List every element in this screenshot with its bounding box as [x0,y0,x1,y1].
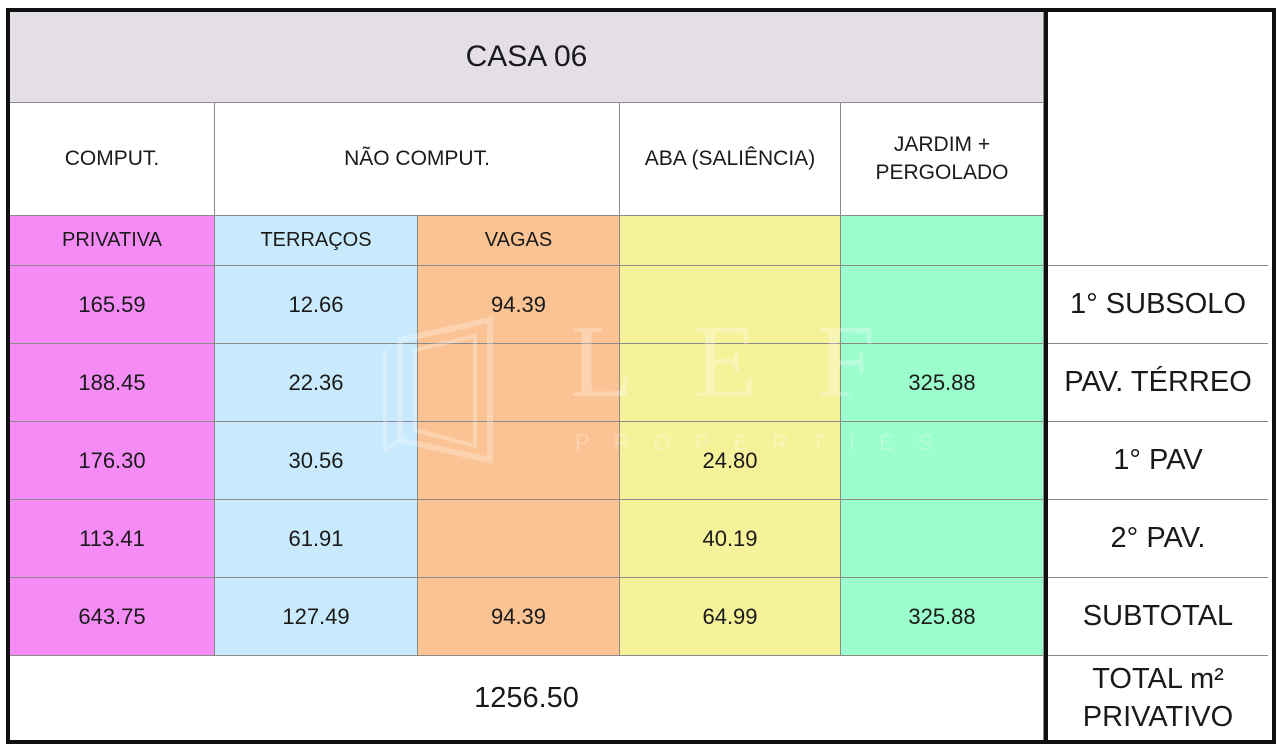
subheader-vagas: VAGAS [418,216,620,266]
total-label: TOTAL m² PRIVATIVO [1048,656,1268,740]
header-jardim-line1: JARDIM + [893,133,991,156]
table-cell: 188.45 [10,344,215,422]
table-cell [418,344,620,422]
total-label-line2: PRIVATIVO [1082,701,1234,733]
table-cell [418,422,620,500]
table-title: CASA 06 [10,12,1044,103]
table-cell: 61.91 [215,500,418,578]
row-label: 1° SUBSOLO [1048,266,1268,344]
header-nao-comput: NÃO COMPUT. [215,103,620,216]
row-label: PAV. TÉRREO [1048,344,1268,422]
total-value: 1256.50 [10,656,1044,740]
table-cell: 94.39 [418,266,620,344]
table-cell: 22.36 [215,344,418,422]
total-label-line1: TOTAL m² [1092,663,1224,695]
subtotal-label: SUBTOTAL [1048,578,1268,656]
table-cell: 12.66 [215,266,418,344]
subheader-aba-blank [620,216,841,266]
column-divider [1044,12,1048,740]
header-jardim-line2: PERGOLADO [875,161,1009,184]
table-cell: 176.30 [10,422,215,500]
subtotal-cell: 94.39 [418,578,620,656]
table-cell: 325.88 [841,344,1044,422]
table-cell [620,266,841,344]
row-label: 2° PAV. [1048,500,1268,578]
subheader-jardim-blank [841,216,1044,266]
subheader-privativa: PRIVATIVA [10,216,215,266]
table-cell [841,266,1044,344]
row-label: 1° PAV [1048,422,1268,500]
table-cell: 24.80 [620,422,841,500]
subheader-terracos: TERRAÇOS [215,216,418,266]
table-cell [620,344,841,422]
table-cell [841,422,1044,500]
header-jardim: JARDIM + PERGOLADO [841,103,1044,216]
area-table: CASA 06 COMPUT. NÃO COMPUT. ABA (SALIÊNC… [6,8,1276,744]
table-cell [841,500,1044,578]
subtotal-cell: 127.49 [215,578,418,656]
subtotal-cell: 643.75 [10,578,215,656]
subtotal-cell: 325.88 [841,578,1044,656]
right-header-blank [1048,12,1268,266]
subtotal-cell: 64.99 [620,578,841,656]
table-cell [418,500,620,578]
header-comput: COMPUT. [10,103,215,216]
table-cell: 165.59 [10,266,215,344]
header-aba: ABA (SALIÊNCIA) [620,103,841,216]
table-cell: 113.41 [10,500,215,578]
table-cell: 30.56 [215,422,418,500]
table-cell: 40.19 [620,500,841,578]
